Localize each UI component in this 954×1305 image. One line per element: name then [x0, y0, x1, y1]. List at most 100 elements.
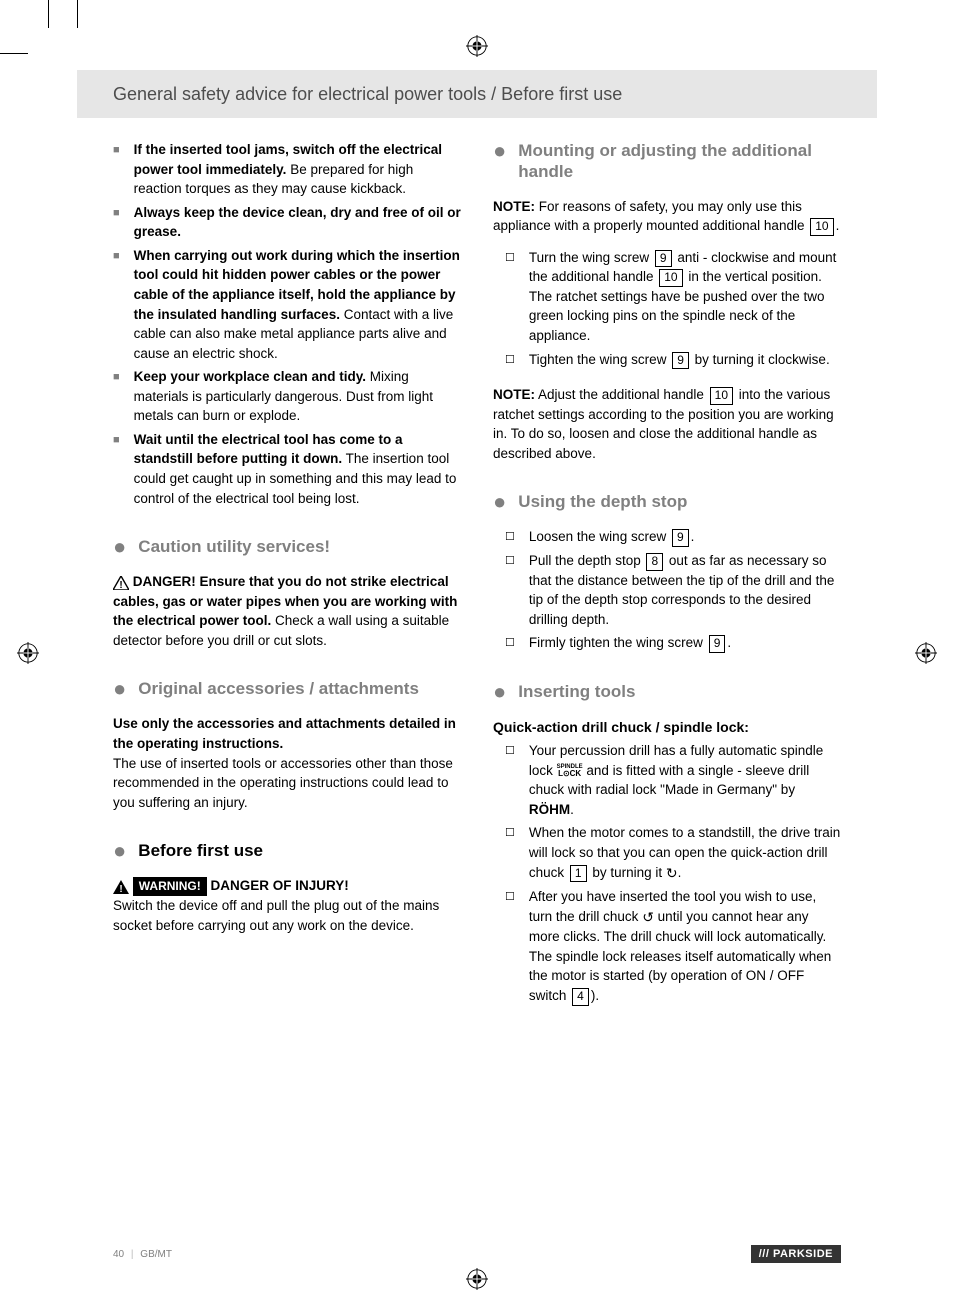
- crop-mark: [0, 53, 28, 54]
- section-title: Caution utility services!: [138, 536, 330, 557]
- depth-steps: ☐ Loosen the wing screw 9. ☐ Pull the de…: [493, 527, 841, 652]
- ref-4: 4: [572, 988, 589, 1006]
- rotate-cw-icon: ↻: [666, 863, 678, 883]
- brand-logo: /// PARKSIDE: [751, 1245, 841, 1263]
- step-text: ).: [591, 988, 599, 1003]
- page-number: 40: [113, 1249, 124, 1260]
- list-item: ☐ Turn the wing screw 9 anti - clockwise…: [493, 248, 841, 346]
- spindle-lock-icon: SPINDLEL⊙CK: [557, 764, 583, 778]
- section-bullet-icon: ●: [113, 840, 126, 862]
- rotate-ccw-icon: ↺: [642, 907, 654, 927]
- ref-10: 10: [659, 269, 682, 287]
- bullet-bold: Always keep the device clean, dry and fr…: [134, 205, 461, 240]
- warning-triangle-icon: !: [113, 880, 129, 894]
- section-header-inserting: ● Inserting tools: [493, 681, 841, 703]
- warning-triangle-icon: !: [113, 576, 129, 590]
- bullet-bold: Keep your workplace clean and tidy.: [134, 369, 366, 384]
- step-text: Tighten the wing screw: [529, 352, 670, 367]
- section-title: Before first use: [138, 840, 263, 861]
- section-title: Using the depth stop: [518, 491, 687, 512]
- page-title: General safety advice for electrical pow…: [113, 84, 622, 105]
- warning-badge: WARNING!: [133, 877, 207, 896]
- safety-bullet-list: ■ If the inserted tool jams, switch off …: [113, 140, 461, 508]
- danger-of-injury: DANGER OF INJURY!: [211, 878, 349, 893]
- section-bullet-icon: ●: [113, 678, 126, 700]
- footer: 40 | GB/MT /// PARKSIDE: [113, 1245, 841, 1263]
- inserting-steps: ☐ Your percussion drill has a fully auto…: [493, 741, 841, 1005]
- bullet-icon: ■: [113, 143, 120, 199]
- content-area: ■ If the inserted tool jams, switch off …: [113, 140, 841, 1235]
- list-item: ■ Keep your workplace clean and tidy. Mi…: [113, 367, 461, 426]
- section-title: Inserting tools: [518, 681, 635, 702]
- left-column: ■ If the inserted tool jams, switch off …: [113, 140, 461, 1235]
- bullet-icon: ■: [113, 433, 120, 508]
- list-item: ■ Always keep the device clean, dry and …: [113, 203, 461, 242]
- accessories-paragraph: Use only the accessories and attachments…: [113, 714, 461, 812]
- caution-paragraph: ! DANGER! Ensure that you do not strike …: [113, 572, 461, 650]
- list-item: ☐ Pull the depth stop 8 out as far as ne…: [493, 551, 841, 629]
- header-bar: General safety advice for electrical pow…: [77, 70, 877, 118]
- ref-8: 8: [646, 553, 663, 571]
- crop-mark: [77, 0, 78, 28]
- section-header-depth: ● Using the depth stop: [493, 491, 841, 513]
- checkbox-icon: ☐: [505, 251, 515, 346]
- before-text: Switch the device off and pull the plug …: [113, 898, 439, 933]
- page-info: 40 | GB/MT: [113, 1249, 172, 1260]
- section-header-mounting: ● Mounting or adjusting the additional h…: [493, 140, 841, 183]
- region-code: GB/MT: [140, 1249, 172, 1260]
- list-item: ☐ Firmly tighten the wing screw 9.: [493, 633, 841, 653]
- step-text: by turning it clockwise.: [691, 352, 830, 367]
- ref-10: 10: [810, 218, 833, 236]
- ref-10: 10: [710, 387, 733, 405]
- checkbox-icon: ☐: [505, 554, 515, 629]
- list-item: ☐ Loosen the wing screw 9.: [493, 527, 841, 547]
- mounting-note2: NOTE: Adjust the additional handle 10 in…: [493, 385, 841, 463]
- right-column: ● Mounting or adjusting the additional h…: [493, 140, 841, 1235]
- ref-9: 9: [709, 635, 726, 653]
- svg-text:!: !: [119, 884, 122, 894]
- note-label: NOTE:: [493, 199, 535, 214]
- checkbox-icon: ☐: [505, 636, 515, 653]
- bullet-icon: ■: [113, 370, 120, 426]
- checkbox-icon: ☐: [505, 530, 515, 547]
- checkbox-icon: ☐: [505, 826, 515, 883]
- list-item: ☐ Your percussion drill has a fully auto…: [493, 741, 841, 819]
- list-item: ☐ Tighten the wing screw 9 by turning it…: [493, 350, 841, 370]
- bullet-icon: ■: [113, 249, 120, 363]
- list-item: ■ Wait until the electrical tool has com…: [113, 430, 461, 508]
- section-bullet-icon: ●: [493, 140, 506, 162]
- bullet-icon: ■: [113, 206, 120, 242]
- mounting-steps: ☐ Turn the wing screw 9 anti - clockwise…: [493, 248, 841, 369]
- accessories-bold: Use only the accessories and attachments…: [113, 716, 456, 751]
- list-item: ☐ After you have inserted the tool you w…: [493, 887, 841, 1005]
- checkbox-icon: ☐: [505, 744, 515, 819]
- ref-9: 9: [672, 352, 689, 370]
- registration-mark-icon: [466, 1268, 488, 1290]
- ref-1: 1: [570, 865, 587, 883]
- accessories-text: The use of inserted tools or accessories…: [113, 756, 453, 810]
- list-item: ☐ When the motor comes to a standstill, …: [493, 823, 841, 883]
- inserting-subheading: Quick-action drill chuck / spindle lock:: [493, 717, 841, 737]
- crop-mark: [48, 0, 49, 28]
- registration-mark-icon: [915, 642, 937, 664]
- step-text: by turning it: [589, 865, 666, 880]
- note-label: NOTE:: [493, 387, 535, 402]
- section-title: Original accessories / attachments: [138, 678, 419, 699]
- section-title: Mounting or adjusting the additional han…: [518, 140, 841, 183]
- section-bullet-icon: ●: [493, 681, 506, 703]
- ref-9: 9: [655, 250, 672, 268]
- note-text: For reasons of safety, you may only use …: [493, 199, 808, 234]
- list-item: ■ When carrying out work during which th…: [113, 246, 461, 363]
- rohm-brand: RÖHM: [529, 802, 570, 817]
- mounting-note1: NOTE: For reasons of safety, you may onl…: [493, 197, 841, 236]
- registration-mark-icon: [17, 642, 39, 664]
- step-text: Pull the depth stop: [529, 553, 645, 568]
- step-text: Loosen the wing screw: [529, 529, 670, 544]
- section-bullet-icon: ●: [113, 536, 126, 558]
- section-header-accessories: ● Original accessories / attachments: [113, 678, 461, 700]
- step-text: Turn the wing screw: [529, 250, 653, 265]
- checkbox-icon: ☐: [505, 353, 515, 370]
- ref-9: 9: [672, 529, 689, 547]
- section-header-caution: ● Caution utility services!: [113, 536, 461, 558]
- section-bullet-icon: ●: [493, 491, 506, 513]
